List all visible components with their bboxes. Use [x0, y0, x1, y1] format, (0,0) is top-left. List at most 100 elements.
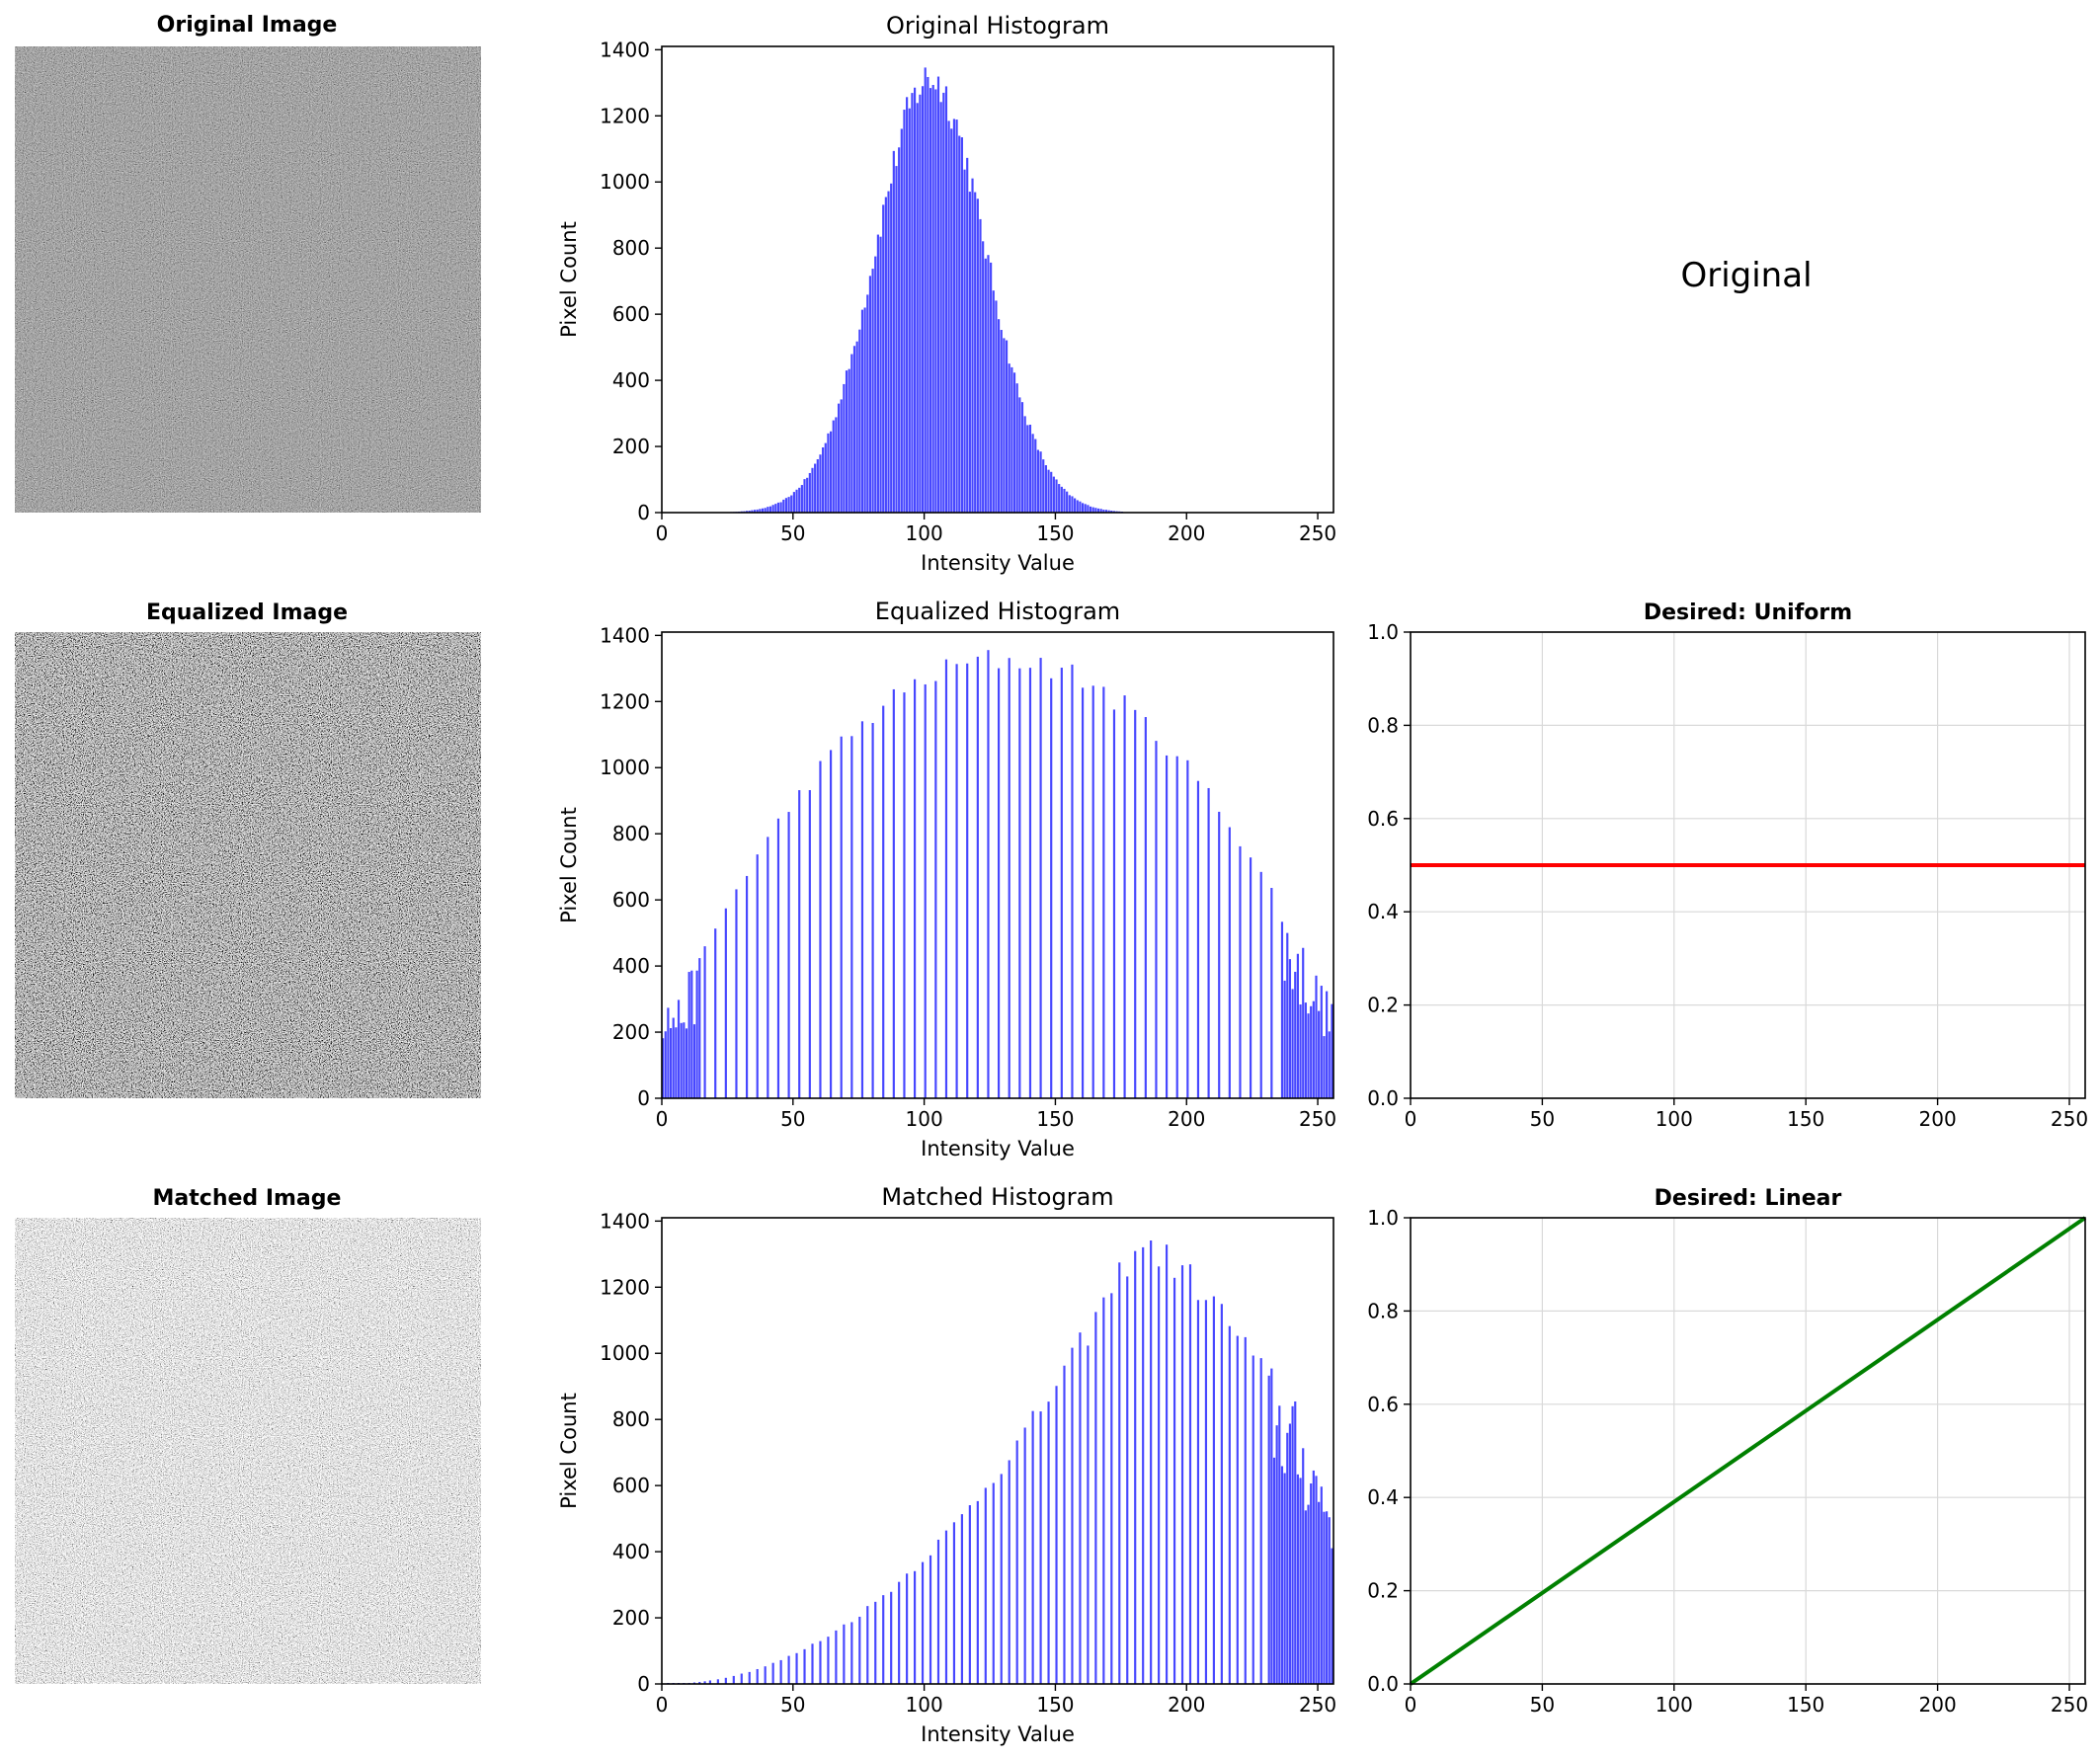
histogram-bar — [1039, 451, 1042, 513]
histogram-bar — [1102, 509, 1105, 513]
histogram-bar — [1331, 1548, 1333, 1684]
histogram-bar — [871, 723, 874, 1098]
histogram-bar — [1196, 1300, 1200, 1684]
histogram-bar — [911, 93, 914, 513]
equalized-image-title: Equalized Image — [146, 600, 348, 625]
y-tick-label: 1.0 — [1367, 1206, 1399, 1230]
histogram-bar — [1018, 397, 1021, 513]
histogram-bar — [924, 683, 927, 1098]
histogram-bar — [958, 135, 961, 513]
histogram-bar — [1091, 685, 1094, 1098]
x-tick-label: 0 — [1405, 1107, 1417, 1131]
x-axis-label: Intensity Value — [921, 551, 1075, 575]
y-tick-label: 1400 — [600, 1209, 650, 1233]
histogram-bar — [1087, 1345, 1090, 1684]
histogram-bar — [837, 403, 841, 513]
histogram-bar — [850, 1622, 853, 1684]
histogram-bar — [1259, 871, 1262, 1098]
histogram-bar — [1144, 717, 1147, 1098]
histogram-bar — [1063, 488, 1066, 513]
histogram-bar — [955, 664, 958, 1098]
histogram-bar — [995, 300, 998, 513]
histogram-bar — [835, 1630, 838, 1684]
histogram-bar — [858, 1616, 861, 1684]
histogram-bar — [756, 509, 759, 513]
matched-image — [15, 1218, 481, 1684]
histogram-bar — [1259, 1358, 1262, 1684]
y-tick-label: 0.4 — [1367, 1485, 1399, 1509]
histogram-bar — [1142, 1246, 1145, 1684]
chart-title: Matched Histogram — [881, 1183, 1113, 1211]
histogram-bar — [919, 94, 922, 513]
histogram-bar — [855, 341, 858, 513]
histogram-bar — [703, 1681, 706, 1684]
histogram-bar — [1307, 1013, 1310, 1098]
histogram-bar — [866, 294, 869, 513]
histogram-bar — [882, 705, 885, 1098]
equalized-image — [15, 632, 481, 1098]
equalized-image-panel: Equalized Image — [15, 600, 481, 1098]
histogram-bar — [916, 103, 919, 513]
histogram-bar — [1270, 1368, 1273, 1684]
histogram-bar — [1126, 1276, 1129, 1684]
histogram-bar — [1296, 953, 1299, 1098]
histogram-bar — [1089, 506, 1092, 513]
histogram-bar — [692, 1024, 696, 1098]
y-tick-label: 1400 — [600, 38, 650, 61]
histogram-bar — [1071, 664, 1074, 1098]
histogram-bar — [1220, 1304, 1223, 1684]
histogram-bar — [1063, 1365, 1066, 1684]
histogram-bar — [677, 999, 681, 1098]
histogram-bar — [850, 354, 853, 513]
histogram-bar — [1323, 1511, 1326, 1684]
histogram-bar — [1052, 476, 1055, 513]
histogram-bar — [1084, 504, 1087, 513]
histogram-bar — [790, 495, 793, 513]
matched-histogram-chart: Matched Histogram 0 50 100 150 200 250 0 200 400 6… — [557, 1183, 1336, 1746]
histogram-bar — [1318, 1501, 1321, 1684]
histogram-bar — [914, 87, 917, 514]
histogram-bar — [1158, 1266, 1161, 1684]
histogram-bar — [1267, 1375, 1270, 1684]
histogram-bar — [819, 1640, 822, 1684]
y-tick-label: 0.8 — [1367, 1299, 1399, 1322]
histogram-bar — [895, 166, 898, 513]
histogram-bar — [950, 128, 953, 513]
histogram-bar — [1079, 501, 1082, 513]
histogram-bar — [892, 688, 895, 1098]
histogram-bar — [1096, 508, 1100, 513]
histogram-bar — [1228, 827, 1231, 1098]
histogram-bar — [1015, 383, 1018, 513]
y-tick-label: 200 — [612, 1020, 650, 1044]
histogram-bar — [921, 1561, 925, 1684]
y-tick-label: 0.0 — [1367, 1086, 1399, 1110]
x-tick-label: 200 — [1168, 1693, 1205, 1717]
histogram-bar — [944, 86, 948, 513]
histogram-bar — [900, 128, 903, 513]
histogram-bar — [698, 1681, 701, 1684]
histogram-bar — [1005, 340, 1009, 513]
histogram-bar — [944, 1530, 948, 1684]
x-tick-label: 250 — [2051, 1107, 2088, 1131]
histogram-bar — [1094, 508, 1097, 513]
histogram-bar — [976, 656, 979, 1098]
x-tick-label: 0 — [656, 521, 669, 545]
histogram-bar — [748, 1671, 751, 1684]
histogram-bar — [968, 1505, 971, 1684]
histogram-bar — [1087, 505, 1090, 513]
histogram-bar — [1068, 495, 1071, 513]
y-tick-label: 1000 — [600, 756, 650, 779]
histogram-bar — [1166, 755, 1169, 1098]
y-tick-label: 600 — [612, 302, 650, 326]
histogram-bar — [1050, 471, 1053, 513]
histogram-bar — [931, 85, 934, 514]
histogram-bar — [890, 1591, 893, 1684]
histogram-bar — [1039, 1411, 1042, 1684]
histogram-bar — [1244, 1336, 1247, 1684]
histogram-bar — [858, 329, 861, 513]
histogram-bar — [716, 1679, 719, 1684]
histogram-bar — [1320, 986, 1323, 1098]
histogram-bar — [903, 692, 906, 1098]
histogram-bar — [798, 790, 801, 1098]
histogram-bar — [921, 86, 925, 513]
